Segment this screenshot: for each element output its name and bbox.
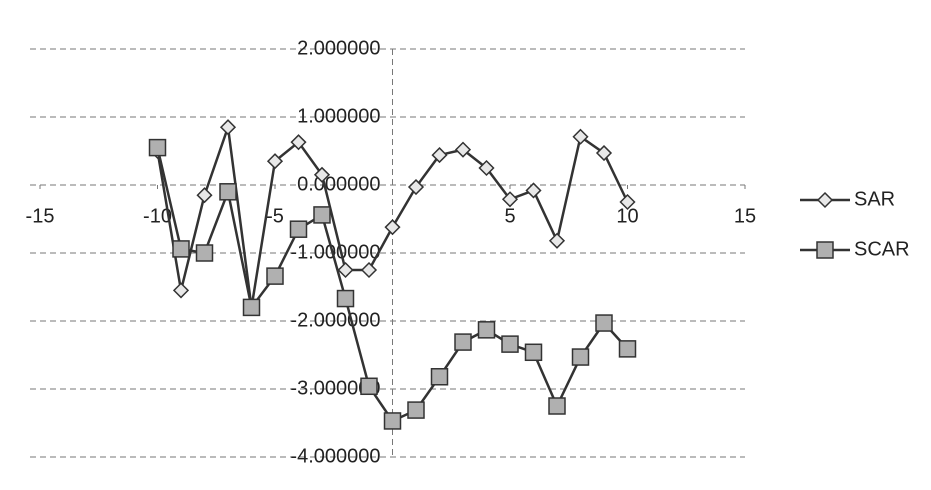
data-point: [477, 321, 496, 339]
data-point: [524, 343, 543, 362]
data-point: [172, 240, 190, 258]
data-point: [454, 333, 472, 351]
x-tick-label: -15: [26, 205, 55, 227]
data-point: [384, 219, 401, 236]
data-point: [313, 206, 331, 224]
data-point: [548, 232, 566, 249]
data-point: [430, 368, 449, 386]
y-tick-label: 2.000000: [297, 37, 380, 59]
data-point: [196, 187, 213, 204]
data-point: [478, 159, 495, 177]
data-point: [501, 335, 519, 353]
data-point: [336, 289, 355, 308]
data-point: [501, 191, 519, 208]
data-point: [266, 267, 284, 285]
x-tick-label: 10: [616, 205, 638, 227]
data-point: [360, 377, 378, 396]
data-point: [219, 183, 237, 201]
data-point: [407, 178, 425, 196]
data-point: [619, 193, 636, 211]
data-point: [525, 182, 542, 199]
legend-marker: [816, 241, 834, 259]
data-point: [571, 348, 590, 366]
data-point: [595, 314, 613, 332]
data-point: [313, 166, 331, 183]
data-point: [618, 340, 637, 358]
data-point: [548, 397, 566, 415]
data-point: [148, 138, 167, 157]
data-point: [360, 261, 378, 279]
data-point: [595, 144, 613, 162]
y-tick-label: -1.000000: [290, 241, 380, 263]
y-tick-label: -3.000000: [290, 377, 380, 399]
data-point: [289, 220, 308, 238]
data-point: [266, 153, 284, 170]
x-tick-label: -5: [266, 205, 284, 227]
legend-label: SCAR: [854, 238, 910, 260]
data-point: [195, 244, 214, 262]
data-point: [454, 141, 472, 158]
data-point: [431, 147, 448, 164]
y-tick-label: -4.000000: [290, 445, 380, 467]
data-point: [407, 401, 425, 419]
x-tick-label: -10: [143, 205, 172, 227]
y-tick-label: 1.000000: [297, 105, 380, 127]
legend-marker: [816, 191, 834, 209]
x-tick-label: 5: [504, 205, 515, 227]
y-tick-label: 0.000000: [297, 173, 380, 195]
data-point: [242, 298, 261, 317]
legend-label: SAR: [854, 188, 895, 210]
data-point: [172, 282, 190, 299]
data-point: [383, 412, 402, 430]
data-point: [219, 119, 237, 136]
y-tick-label: -2.000000: [290, 309, 380, 331]
x-tick-label: 15: [734, 205, 756, 227]
data-point: [290, 134, 307, 151]
data-point: [337, 261, 354, 279]
data-point: [572, 128, 589, 145]
